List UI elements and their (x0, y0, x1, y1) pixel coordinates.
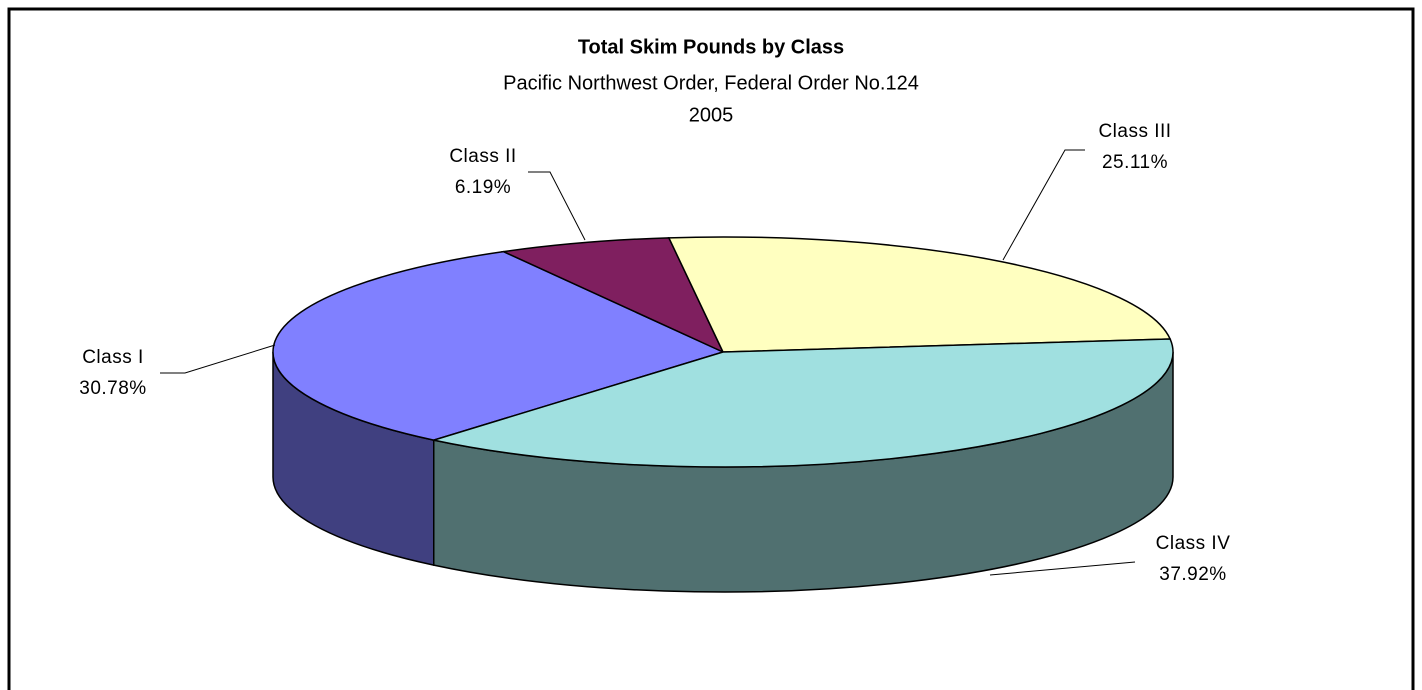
slice-label: Class IV (1156, 533, 1231, 554)
slice (667, 236, 1172, 353)
chart-title: Total Skim Pounds by Class (578, 36, 844, 58)
slice-value-label: 37.92% (1159, 564, 1226, 585)
slice-label: Class III (1098, 121, 1171, 142)
leader-line (989, 561, 1136, 576)
slice-value-label: 30.78% (79, 378, 146, 399)
chart-subtitle: 2005 (689, 104, 734, 126)
leader-line (528, 171, 586, 241)
slice-label: Class II (449, 146, 516, 167)
chart-border (7, 7, 1415, 690)
slice-value-label: 6.19% (455, 177, 511, 198)
slice (430, 338, 1174, 468)
leader-line (1002, 149, 1085, 261)
slice (500, 237, 725, 354)
slice-label: Class I (82, 347, 144, 368)
leader-line (160, 344, 276, 374)
chart-subtitle: Pacific Northwest Order, Federal Order N… (503, 72, 919, 94)
slice-value-label: 25.11% (1102, 152, 1168, 173)
slice (272, 250, 726, 441)
